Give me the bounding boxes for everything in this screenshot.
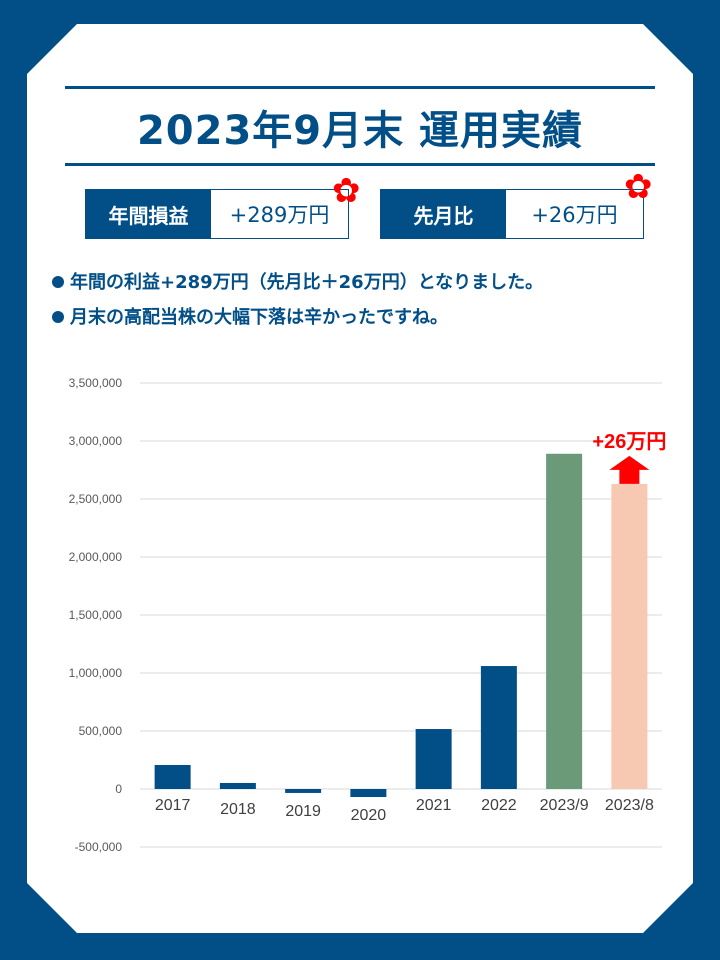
x-tick-label: 2022 xyxy=(481,797,517,814)
flower-stamp-icon: ✿ xyxy=(332,171,361,211)
x-tick-label: 2018 xyxy=(220,801,256,818)
bullet-item: 年間の利益+289万円（先月比＋26万円）となりました。 xyxy=(52,268,543,294)
y-tick-label: -500,000 xyxy=(75,840,123,854)
summary-monthly: 先月比 +26万円 xyxy=(380,189,644,239)
x-tick-label: 2021 xyxy=(416,797,452,814)
bar-2019 xyxy=(285,789,322,793)
title-rule-top xyxy=(65,86,655,89)
x-tick-label: 2023/9 xyxy=(540,797,589,814)
y-tick-label: 3,500,000 xyxy=(69,376,123,390)
up-arrow-icon xyxy=(609,455,650,484)
y-tick-label: 1,500,000 xyxy=(69,608,123,622)
bar-2018 xyxy=(219,782,256,789)
bullet-dot-icon xyxy=(52,311,64,323)
flower-stamp-icon: ✿ xyxy=(624,167,653,207)
bullet-text: 年間の利益+289万円（先月比＋26万円）となりました。 xyxy=(70,272,544,293)
page-title: 2023年9月末 運用実績 xyxy=(136,108,584,154)
summary-label: 先月比 xyxy=(381,190,506,238)
x-tick-label: 2019 xyxy=(285,803,321,820)
x-tick-label: 2020 xyxy=(351,807,387,824)
bar-2021 xyxy=(415,729,452,789)
bar-2017 xyxy=(154,764,191,789)
summary-value: +289万円 xyxy=(229,203,330,227)
title-rule-bottom xyxy=(65,163,655,166)
x-tick-label: 2017 xyxy=(155,797,191,814)
y-tick-label: 500,000 xyxy=(79,724,123,738)
bar-2020 xyxy=(350,789,387,798)
bar-2023-9 xyxy=(546,453,583,789)
y-tick-label: 2,500,000 xyxy=(69,492,123,506)
bullet-text: 月末の高配当株の大幅下落は辛かったですね。 xyxy=(70,307,448,328)
summary-value: +26万円 xyxy=(531,203,618,227)
y-tick-label: 3,000,000 xyxy=(69,434,123,448)
y-tick-label: 0 xyxy=(115,782,122,796)
x-tick-label: 2023/8 xyxy=(605,797,654,814)
bar-2022 xyxy=(480,666,517,789)
bullet-dot-icon xyxy=(52,276,64,288)
annotation-label: +26万円 xyxy=(592,431,666,453)
y-tick-label: 1,000,000 xyxy=(69,666,123,680)
bullet-item: 月末の高配当株の大幅下落は辛かったですね。 xyxy=(52,303,448,329)
summary-label: 年間損益 xyxy=(86,190,211,238)
summary-annual: 年間損益 +289万円 xyxy=(85,189,349,239)
y-tick-label: 2,000,000 xyxy=(69,550,123,564)
bar-2023-8 xyxy=(611,483,648,789)
